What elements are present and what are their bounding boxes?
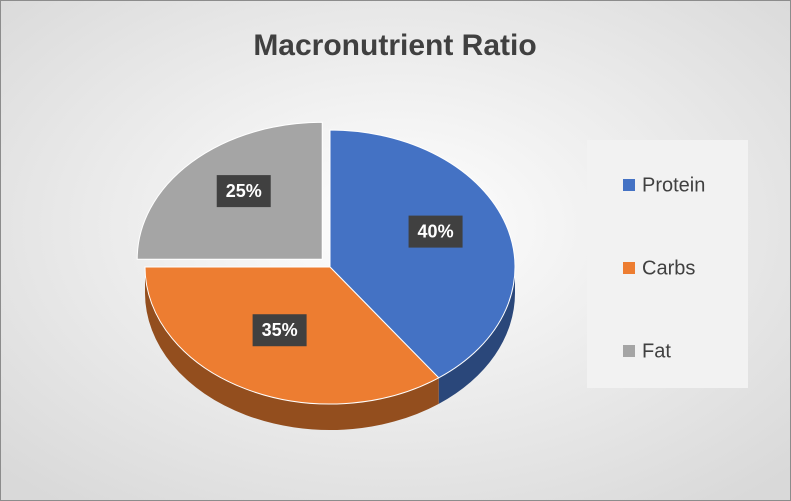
data-label-box (408, 215, 463, 248)
data-label: 35% (262, 320, 298, 340)
data-label-box (252, 314, 307, 347)
legend-swatch (623, 179, 635, 191)
legend-label: Fat (642, 340, 671, 362)
data-label: 40% (418, 221, 454, 241)
pie-slice-side (438, 267, 515, 404)
legend-swatch (623, 262, 635, 274)
legend-label: Protein (642, 174, 705, 196)
legend-swatch (623, 345, 635, 357)
data-label-box (216, 175, 271, 208)
chart-title: Macronutrient Ratio (253, 29, 536, 62)
pie-slice-side (145, 267, 439, 430)
data-label: 25% (226, 181, 262, 201)
legend-box (587, 140, 748, 388)
legend-label: Carbs (642, 257, 695, 279)
pie-slice (329, 129, 516, 379)
